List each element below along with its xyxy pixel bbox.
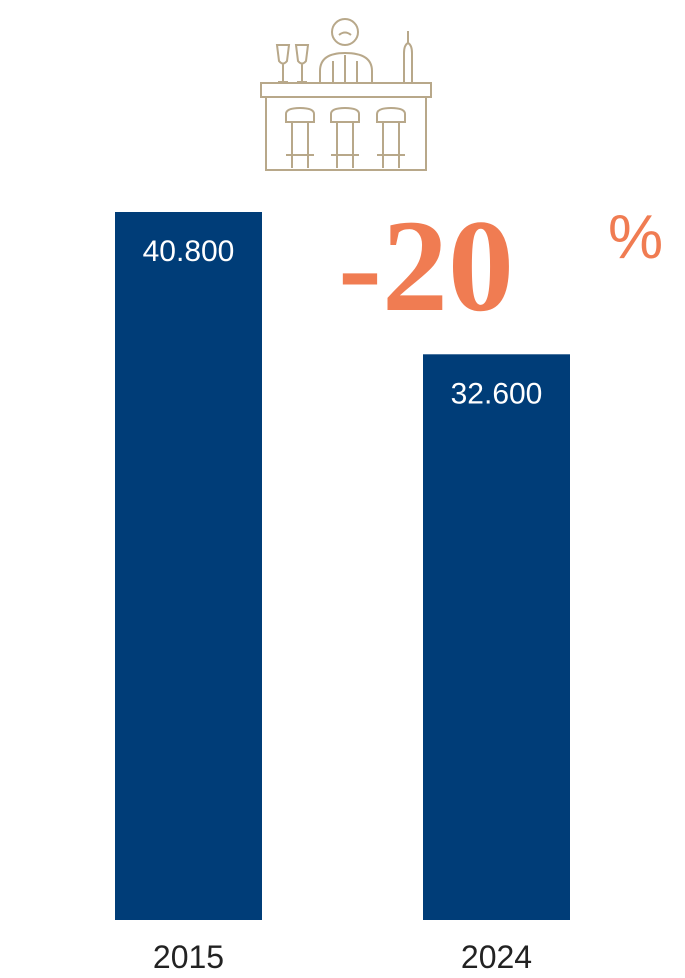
annotation: -20 % bbox=[338, 192, 663, 339]
annotation-unit: % bbox=[608, 203, 663, 272]
value-label: 32.600 bbox=[451, 377, 543, 410]
x-tick-label: 2024 bbox=[461, 939, 532, 975]
bar bbox=[115, 212, 262, 920]
bar-icon bbox=[260, 18, 432, 171]
x-tick-label: 2015 bbox=[153, 939, 224, 975]
bar bbox=[423, 354, 570, 920]
value-label: 40.800 bbox=[143, 235, 235, 268]
annotation-number: -20 bbox=[338, 192, 514, 339]
